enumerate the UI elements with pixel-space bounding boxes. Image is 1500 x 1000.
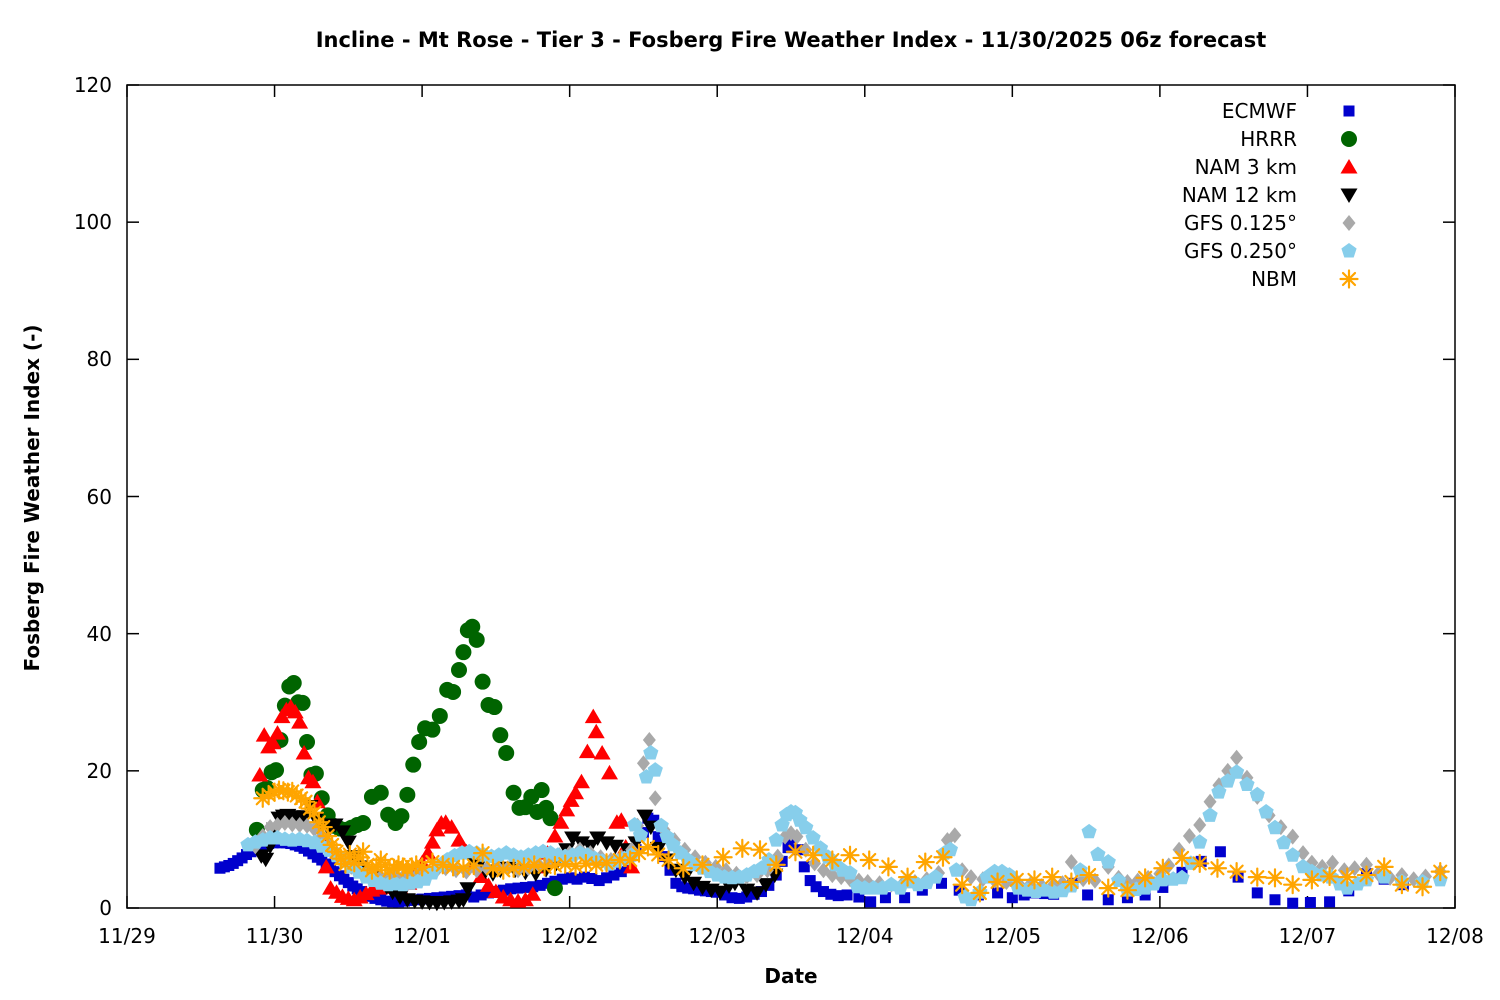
x-tick-label: 12/05 xyxy=(983,924,1042,948)
pentagon-marker-icon xyxy=(1341,243,1357,258)
legend-item-gfs-0-125-: GFS 0.125° xyxy=(1000,210,1460,236)
legend-label: GFS 0.250° xyxy=(1184,239,1297,263)
legend-item-ecmwf: ECMWF xyxy=(1000,98,1460,124)
y-tick-label: 0 xyxy=(99,896,112,920)
x-tick-label: 12/06 xyxy=(1131,924,1189,948)
triangle-up-marker-icon xyxy=(1340,159,1358,174)
legend-item-hrrr: HRRR xyxy=(1000,126,1460,152)
x-tick-label: 12/02 xyxy=(540,924,599,948)
legend-item-nam-3-km: NAM 3 km xyxy=(1000,154,1460,180)
plot-frame xyxy=(126,84,1456,909)
y-tick-label: 80 xyxy=(86,347,112,372)
legend-label: NBM xyxy=(1251,267,1297,291)
x-tick-label: 12/03 xyxy=(688,924,747,948)
y-tick-label: 60 xyxy=(86,484,112,509)
x-tick-label: 11/30 xyxy=(245,924,304,948)
x-tick-label: 12/07 xyxy=(1278,924,1337,948)
legend-item-nam-12-km: NAM 12 km xyxy=(1000,182,1460,208)
y-tick-label: 40 xyxy=(86,621,112,646)
chart-title: Incline - Mt Rose - Tier 3 - Fosberg Fir… xyxy=(315,28,1267,52)
legend-label: NAM 3 km xyxy=(1194,155,1297,179)
x-axis-title: Date xyxy=(764,964,818,988)
legend-label: NAM 12 km xyxy=(1181,183,1297,207)
diamond-marker-icon xyxy=(1342,215,1356,231)
y-tick-label: 100 xyxy=(73,210,112,235)
x-tick-label: 11/29 xyxy=(98,924,156,948)
series-gfs-0-250- xyxy=(240,745,1448,907)
y-tick-label: 20 xyxy=(86,758,112,783)
x-tick-label: 12/08 xyxy=(1426,924,1484,948)
legend-label: GFS 0.125° xyxy=(1184,211,1297,235)
legend-item-nbm: NBM xyxy=(1000,266,1460,292)
legend-label: ECMWF xyxy=(1221,99,1297,123)
x-tick-label: 12/01 xyxy=(393,924,451,948)
series-hrrr xyxy=(248,618,563,897)
x-tick-label: 12/04 xyxy=(835,924,894,948)
legend-item-gfs-0-250-: GFS 0.250° xyxy=(1000,238,1460,264)
series-nbm xyxy=(253,780,1450,903)
asterisk-marker-icon xyxy=(1339,269,1359,289)
y-tick-label: 120 xyxy=(73,73,112,97)
square-marker-icon xyxy=(1343,105,1355,117)
legend-label: HRRR xyxy=(1240,127,1297,151)
circle-marker-icon xyxy=(1341,131,1357,147)
triangle-down-marker-icon xyxy=(1340,188,1358,203)
